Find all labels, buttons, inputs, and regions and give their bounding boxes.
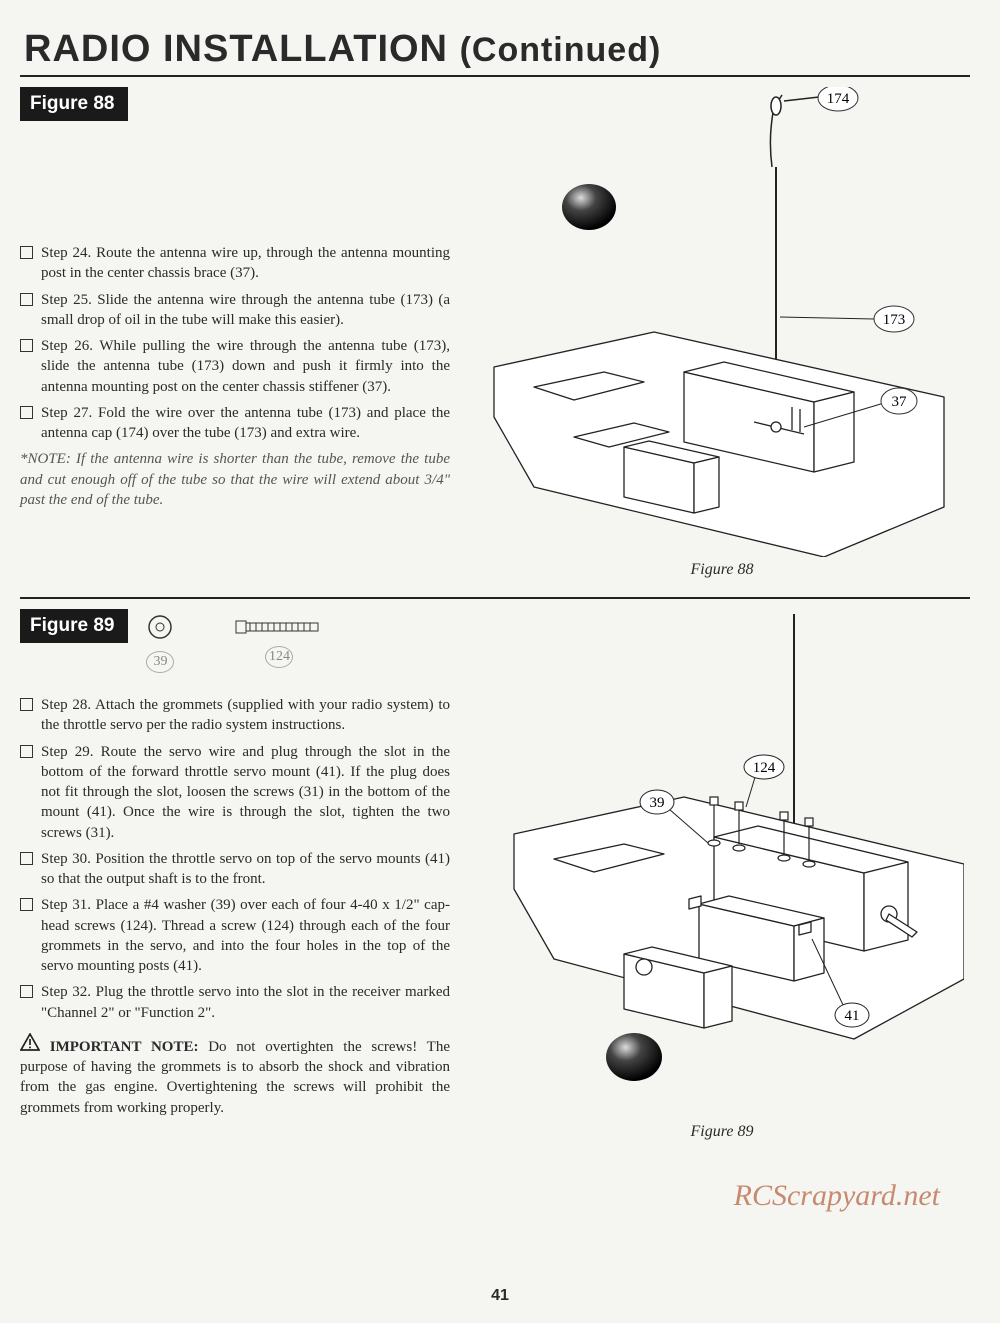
step-text: Step 30. Position the throttle servo on … (41, 849, 450, 890)
part-num-39: 39 (146, 651, 174, 673)
step-text: Step 28. Attach the grommets (supplied w… (41, 695, 450, 736)
step-28: Step 28. Attach the grommets (supplied w… (20, 695, 450, 736)
step-29: Step 29. Route the servo wire and plug t… (20, 742, 450, 843)
callout-173: 173 (883, 312, 906, 328)
step-25: Step 25. Slide the antenna wire through … (20, 290, 450, 331)
fig88-note: *NOTE: If the antenna wire is shorter th… (20, 449, 450, 510)
callout-41: 41 (845, 1008, 860, 1024)
checkbox-icon (20, 698, 33, 711)
checkbox-icon (20, 246, 33, 259)
page-title: RADIO INSTALLATION (Continued) (24, 28, 970, 71)
callout-174: 174 (827, 91, 850, 107)
fig88-caption: Figure 88 (474, 561, 970, 579)
screw-icon (234, 618, 324, 636)
checkbox-icon (20, 339, 33, 352)
title-continued: (Continued) (460, 31, 662, 69)
callout-39: 39 (650, 795, 665, 811)
step-text: Step 29. Route the servo wire and plug t… (41, 742, 450, 843)
checkbox-icon (20, 898, 33, 911)
fig89-important: IMPORTANT NOTE: Do not overtighten the s… (20, 1033, 450, 1118)
step-27: Step 27. Fold the wire over the antenna … (20, 403, 450, 444)
important-label: IMPORTANT NOTE: (50, 1039, 199, 1055)
step-text: Step 26. While pulling the wire through … (41, 336, 450, 397)
fig88-diagram-column: 174 173 (474, 87, 970, 579)
fig89-label: Figure 89 (20, 609, 128, 643)
checkbox-icon (20, 406, 33, 419)
page-number: 41 (0, 1287, 1000, 1305)
fig88-text-column: Figure 88 Step 24. Route the antenna wir… (20, 87, 450, 579)
step-text: Step 32. Plug the throttle servo into th… (41, 982, 450, 1023)
washer-icon (146, 613, 174, 641)
checkbox-icon (20, 985, 33, 998)
part-num-124: 124 (265, 646, 293, 668)
step-text: Step 25. Slide the antenna wire through … (41, 290, 450, 331)
fig89-diagram-column: 39 124 41 Figure 89 (474, 609, 970, 1141)
watermark: RCScrapyard.net (734, 1179, 940, 1213)
fig89-text-column: Figure 89 39 124 Step 28. Attach the gro… (20, 609, 450, 1141)
checkbox-icon (20, 852, 33, 865)
step-text: Step 24. Route the antenna wire up, thro… (41, 243, 450, 284)
callout-37: 37 (892, 394, 908, 410)
step-26: Step 26. While pulling the wire through … (20, 336, 450, 397)
checkbox-icon (20, 293, 33, 306)
checkbox-icon (20, 745, 33, 758)
section-figure-88: Figure 88 Step 24. Route the antenna wir… (20, 87, 970, 579)
fig89-caption: Figure 89 (474, 1123, 970, 1141)
step-text: Step 27. Fold the wire over the antenna … (41, 403, 450, 444)
step-32: Step 32. Plug the throttle servo into th… (20, 982, 450, 1023)
section-divider (20, 597, 970, 599)
callout-124: 124 (753, 760, 776, 776)
fig88-label: Figure 88 (20, 87, 128, 121)
title-main: RADIO INSTALLATION (24, 28, 448, 70)
fig89-parts: 39 124 (146, 613, 324, 673)
step-24: Step 24. Route the antenna wire up, thro… (20, 243, 450, 284)
section-figure-89: Figure 89 39 124 Step 28. Attach the gro… (20, 609, 970, 1141)
fig88-diagram: 174 173 (474, 87, 964, 557)
fig89-diagram: 39 124 41 (474, 609, 964, 1119)
step-30: Step 30. Position the throttle servo on … (20, 849, 450, 890)
title-rule (20, 75, 970, 77)
warning-icon (20, 1033, 40, 1057)
step-31: Step 31. Place a #4 washer (39) over eac… (20, 895, 450, 976)
step-text: Step 31. Place a #4 washer (39) over eac… (41, 895, 450, 976)
